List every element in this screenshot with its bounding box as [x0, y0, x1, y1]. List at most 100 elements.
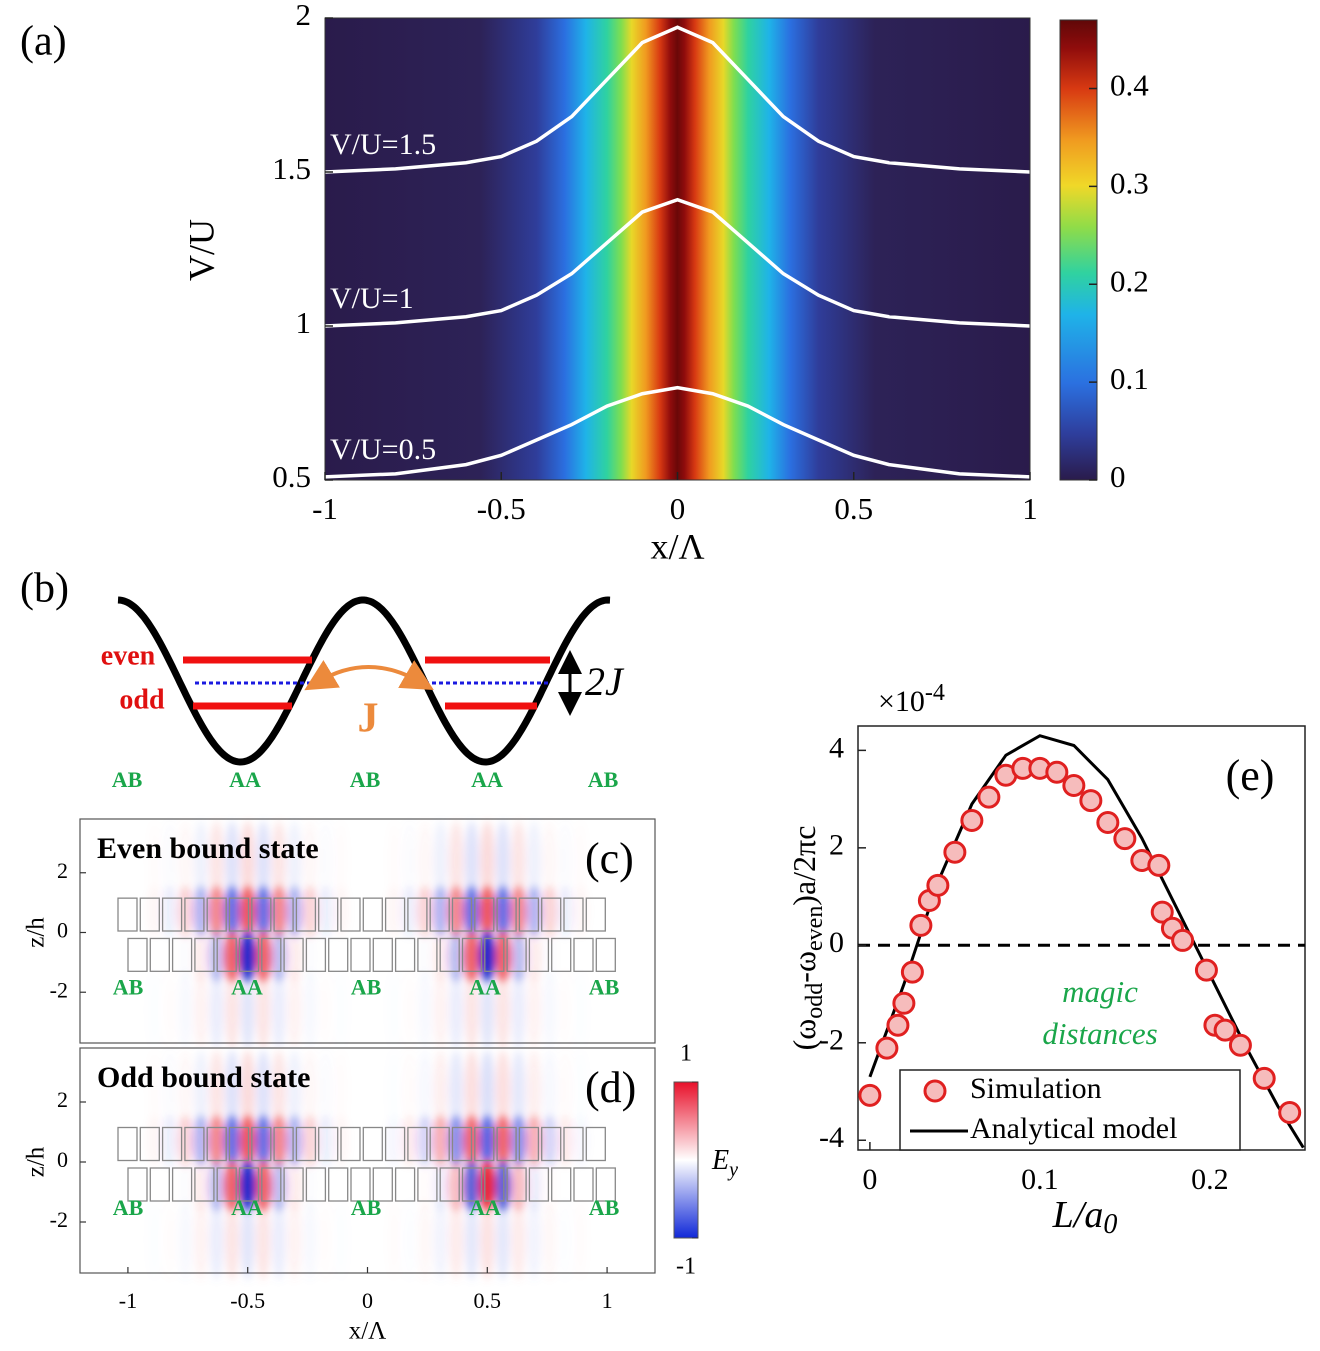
colorbar-label-sub: y — [727, 1159, 738, 1181]
field-halo — [209, 820, 224, 901]
field-halo — [319, 970, 333, 1050]
site-label: AA — [231, 974, 263, 999]
legend-box — [899, 1069, 1241, 1151]
panel-label: (e) — [1226, 751, 1275, 800]
field-halo — [178, 820, 193, 901]
x-tick-label: 0.5 — [474, 1288, 502, 1313]
y-tick-label: 0 — [57, 1147, 68, 1172]
field-halo — [240, 820, 255, 901]
rod — [563, 897, 584, 932]
rod — [340, 1126, 361, 1162]
site-label: AA — [469, 974, 501, 999]
rod — [261, 937, 282, 972]
field-halo — [418, 1200, 432, 1280]
field-halo — [387, 970, 401, 1050]
field-halo — [387, 1200, 401, 1280]
field-halo — [542, 1200, 557, 1280]
field-halo — [558, 821, 572, 901]
rod — [518, 897, 540, 932]
colorbar-tick-label: 0.1 — [1110, 361, 1149, 396]
field-halo — [287, 1200, 302, 1280]
field-halo — [334, 970, 348, 1050]
field-halo — [449, 820, 464, 901]
field-lobe — [479, 930, 496, 983]
colorbar-tick-label: 0.4 — [1110, 68, 1149, 103]
simulation-point — [1096, 810, 1120, 834]
y-tick-label: 2 — [829, 829, 844, 862]
y-axis-label: (ωodd-ωeven)a/2πc — [786, 826, 827, 1051]
colorbar-label: Ey — [711, 1145, 738, 1180]
y-scale-base: ×10 — [878, 685, 925, 718]
field-halo — [256, 970, 271, 1051]
annotation: distances — [1042, 1016, 1157, 1051]
field-halo — [558, 970, 572, 1050]
site-label: AA — [231, 1195, 263, 1220]
rod — [496, 897, 517, 932]
rod — [595, 937, 616, 972]
field-halo — [271, 1200, 286, 1280]
panel-b: (b) even odd J 2J AB AA AB AA AB — [20, 566, 625, 792]
field-halo — [209, 1050, 224, 1130]
field-halo — [271, 1050, 286, 1130]
simulation-point — [926, 873, 950, 897]
field-halo — [163, 970, 177, 1050]
field-halo — [542, 1050, 557, 1130]
simulation-point — [892, 991, 916, 1015]
field-halo — [480, 1200, 495, 1280]
rod — [149, 1167, 170, 1202]
field-halo — [433, 1050, 448, 1130]
field-lobe — [239, 930, 256, 983]
y-scale-label: ×10-4 — [878, 680, 945, 718]
legend-label: Analytical model — [970, 1112, 1177, 1145]
rod — [528, 1167, 550, 1202]
y-tick-label: 2 — [296, 0, 312, 32]
site-label: AB — [351, 974, 382, 999]
simulation-point — [1278, 1100, 1302, 1124]
x-tick-label: 0 — [670, 491, 686, 526]
rod — [184, 1126, 205, 1162]
rod — [474, 1126, 495, 1162]
x-axis-label-sub: 0 — [1103, 1209, 1117, 1240]
field-halo — [511, 820, 526, 901]
rod — [563, 1126, 584, 1162]
site-label: AB — [588, 767, 619, 792]
field-halo — [542, 970, 557, 1051]
field-halo — [480, 1050, 495, 1130]
field-lobe — [448, 1160, 465, 1212]
field-halo — [319, 821, 333, 901]
x-tick-label: -1 — [312, 491, 338, 526]
field-halo — [433, 820, 448, 901]
field-lobe — [239, 1160, 256, 1212]
field-halo — [433, 970, 448, 1051]
rod — [439, 1167, 460, 1202]
site-label: AA — [229, 767, 261, 792]
y-axis-label: V/U — [181, 219, 221, 281]
rod — [283, 937, 304, 972]
simulation-point — [1045, 760, 1069, 784]
field-halo — [387, 1050, 401, 1130]
field-halo — [334, 1200, 348, 1280]
colorbar — [673, 1081, 699, 1239]
site-label: AA — [469, 1195, 501, 1220]
field-halo — [449, 1200, 464, 1280]
colorbar-tick-label: 0.3 — [1110, 165, 1149, 200]
field-lobe — [510, 930, 527, 983]
y-axis-label: z/h — [23, 917, 50, 948]
field-lobe — [448, 930, 465, 983]
simulation-point — [943, 840, 967, 864]
field-halo — [464, 970, 479, 1051]
field-halo — [464, 1200, 479, 1280]
rod — [171, 937, 193, 972]
field-lobe — [192, 1160, 209, 1212]
y-axis-label-part: even — [802, 906, 828, 951]
rod — [216, 1167, 237, 1202]
field-halo — [558, 1050, 572, 1130]
y-axis-label-part: -ω — [786, 951, 822, 983]
simulation-point — [1079, 789, 1103, 813]
rod — [127, 937, 148, 972]
field-map — [161, 820, 574, 1051]
field-halo — [402, 1050, 416, 1130]
y-tick-label: 1 — [296, 305, 312, 340]
x-axis-label: L/a0 — [1052, 1194, 1118, 1241]
rod — [318, 897, 339, 932]
